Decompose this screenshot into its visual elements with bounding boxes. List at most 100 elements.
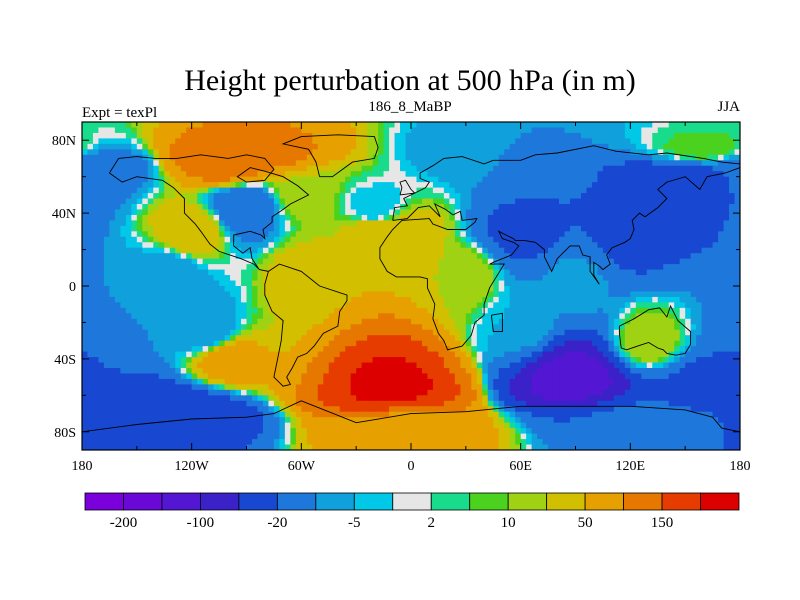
contour-cell (251, 264, 259, 271)
contour-cell (646, 138, 653, 145)
contour-cell (241, 247, 248, 254)
contour-cell (175, 296, 182, 303)
contour-cell (663, 132, 670, 139)
contour-cell (306, 335, 313, 342)
contour-cell (729, 307, 736, 314)
contour-cell (120, 258, 127, 265)
contour-cell (295, 204, 302, 211)
contour-cell (235, 335, 242, 342)
contour-cell (246, 335, 253, 342)
contour-cell (668, 296, 675, 303)
contour-cell (411, 220, 418, 227)
contour-cell (652, 318, 659, 325)
contour-cell (652, 132, 659, 139)
contour-cell (92, 149, 100, 156)
contour-cell (421, 340, 429, 347)
contour-cell (191, 296, 198, 303)
contour-cell (427, 253, 434, 260)
contour-cell (87, 171, 94, 178)
contour-cell (476, 187, 483, 194)
contour-cell (197, 269, 204, 276)
contour-cell (712, 313, 719, 320)
contour-cell (482, 122, 489, 129)
contour-cell (251, 132, 259, 139)
contour-cell (273, 182, 280, 189)
contour-cell (345, 324, 352, 331)
contour-cell (334, 291, 341, 298)
contour-cell (131, 264, 138, 271)
contour-cell (186, 324, 193, 331)
contour-cell (345, 275, 352, 282)
contour-cell (262, 160, 270, 167)
contour-cell (487, 132, 494, 139)
contour-cell (438, 329, 445, 336)
contour-cell (202, 264, 209, 271)
contour-cell (246, 296, 253, 303)
contour-cell (372, 171, 379, 178)
contour-cell (241, 296, 248, 303)
contour-cell (246, 193, 253, 200)
contour-cell (328, 154, 335, 161)
contour-cell (487, 340, 494, 347)
contour-cell (180, 160, 187, 167)
contour-cell (405, 247, 412, 254)
contour-cell (449, 127, 456, 134)
contour-cell (476, 132, 483, 139)
contour-cell (690, 182, 697, 189)
contour-cell (685, 160, 692, 167)
contour-cell (449, 209, 456, 216)
contour-cell (602, 171, 609, 178)
contour-cell (432, 291, 440, 298)
contour-cell (586, 214, 593, 221)
contour-cell (542, 329, 549, 336)
contour-cell (580, 198, 588, 205)
contour-cell (537, 307, 544, 314)
contour-cell (696, 313, 703, 320)
contour-cell (350, 269, 357, 276)
contour-cell (427, 127, 434, 134)
contour-cell (663, 138, 670, 145)
contour-cell (400, 247, 407, 254)
contour-cell (570, 280, 577, 287)
contour-cell (345, 154, 352, 161)
contour-cell (125, 296, 132, 303)
contour-cell (498, 280, 505, 287)
contour-cell (246, 242, 253, 249)
contour-cell (591, 242, 599, 249)
contour-cell (663, 335, 670, 342)
contour-cell (317, 214, 324, 221)
contour-cell (559, 132, 566, 139)
contour-cell (323, 143, 330, 150)
contour-cell (136, 275, 143, 282)
contour-cell (147, 286, 154, 293)
contour-cell (323, 132, 330, 139)
contour-cell (262, 275, 270, 282)
contour-cell (526, 171, 533, 178)
contour-cell (498, 165, 505, 172)
contour-cell (580, 340, 588, 347)
contour-cell (548, 171, 555, 178)
contour-cell (498, 122, 505, 129)
contour-cell (328, 258, 335, 265)
contour-cell (334, 242, 341, 249)
contour-cell (602, 302, 609, 309)
contour-cell (580, 193, 588, 200)
contour-cell (180, 247, 187, 254)
contour-cell (213, 307, 220, 314)
contour-cell (531, 280, 538, 287)
contour-cell (98, 264, 105, 271)
contour-cell (186, 127, 193, 134)
contour-cell (597, 154, 604, 161)
contour-cell (372, 329, 379, 336)
contour-cell (471, 160, 478, 167)
contour-cell (191, 286, 198, 293)
contour-cell (624, 122, 631, 129)
contour-cell (367, 318, 374, 325)
contour-cell (208, 258, 215, 265)
contour-cell (438, 291, 445, 298)
contour-cell (438, 335, 445, 342)
contour-cell (668, 324, 675, 331)
contour-cell (350, 296, 357, 303)
contour-cell (400, 291, 407, 298)
contour-cell (120, 231, 127, 238)
